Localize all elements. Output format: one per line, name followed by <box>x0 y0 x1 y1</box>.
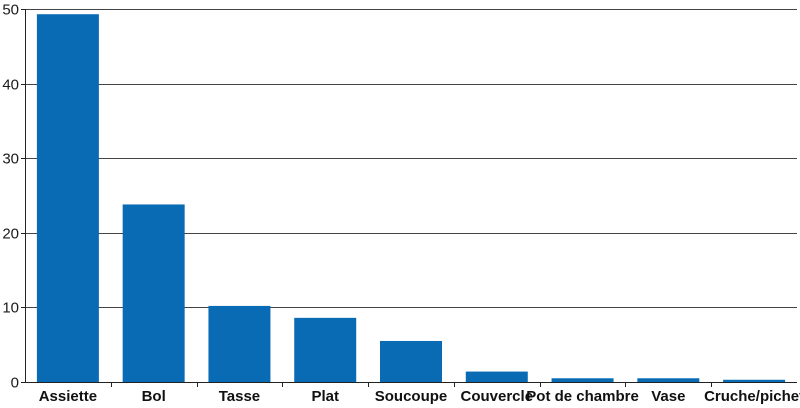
x-tick-label: Pot de chambre <box>526 388 639 405</box>
y-tick-label: 10 <box>2 300 19 317</box>
x-tick-label: Vase <box>651 388 685 405</box>
y-tick-label: 20 <box>2 226 19 243</box>
y-tick-label: 30 <box>2 151 19 168</box>
bar-assiette <box>36 14 99 383</box>
y-axis-ticks: 0 10 20 30 40 50 <box>2 2 25 392</box>
bar-vase <box>637 378 700 382</box>
y-tick-label: 50 <box>2 2 19 19</box>
x-tick-label: Soucoupe <box>375 388 448 405</box>
x-tick-label: Cruche/pichet <box>704 388 800 405</box>
bar-pot-de-chambre <box>551 378 614 382</box>
y-tick-label: 0 <box>11 375 19 392</box>
bar-tasse <box>208 305 271 382</box>
x-tick-label: Couvercle <box>461 388 534 405</box>
y-tick-label: 40 <box>2 77 19 94</box>
bars <box>36 14 786 383</box>
bar-bol <box>122 204 185 382</box>
bar-cruche-pichet <box>723 379 786 382</box>
bar-plat <box>294 317 357 382</box>
bar-soucoupe <box>380 340 442 382</box>
x-tick-label: Assiette <box>39 388 97 405</box>
x-tick-label: Bol <box>142 388 166 405</box>
x-tick-label: Tasse <box>219 388 260 405</box>
x-axis-labels: Assiette Bol Tasse Plat Soucoupe CouverclePot… <box>39 382 800 405</box>
x-tick-label: Plat <box>311 388 339 405</box>
bar-couvercle <box>465 371 528 382</box>
